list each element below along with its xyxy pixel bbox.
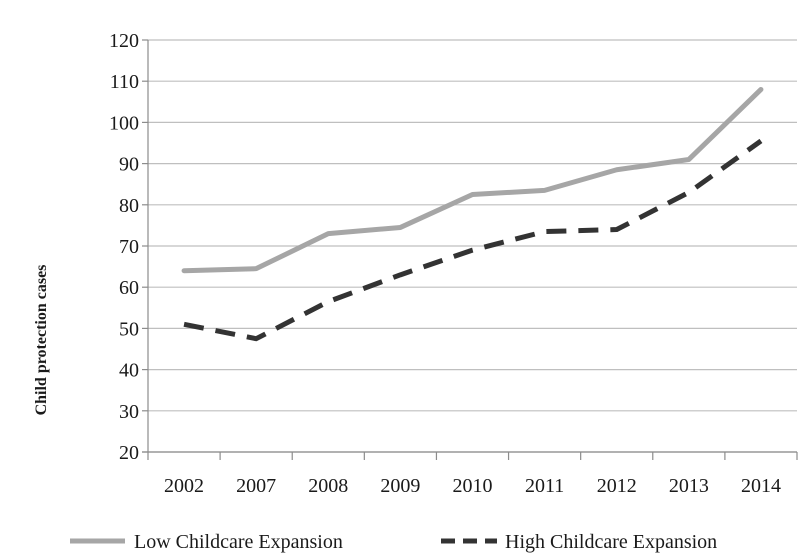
x-tick-label: 2014 bbox=[741, 475, 781, 497]
x-tick-label: 2008 bbox=[308, 475, 348, 497]
y-tick-labels: 20 30 40 50 60 70 80 90 100 110 120 bbox=[109, 30, 139, 464]
series-line-low bbox=[181, 86, 764, 274]
x-tick-labels: 2002 2007 2008 2009 2010 2011 2012 2013 2014 bbox=[164, 475, 781, 497]
y-tick-label: 90 bbox=[119, 154, 139, 176]
axes bbox=[142, 39, 798, 460]
series-line-high bbox=[183, 138, 763, 342]
y-tick-label: 60 bbox=[119, 277, 139, 299]
x-tick-label: 2007 bbox=[236, 475, 276, 497]
y-tick-label: 100 bbox=[109, 112, 139, 134]
gridlines bbox=[148, 39, 797, 453]
y-tick-label: 50 bbox=[119, 318, 139, 340]
y-tick-label: 20 bbox=[119, 442, 139, 464]
x-tick-label: 2010 bbox=[453, 475, 493, 497]
series-lines bbox=[181, 86, 764, 342]
x-tick-label: 2002 bbox=[164, 475, 204, 497]
y-tick-label: 110 bbox=[110, 71, 139, 93]
y-axis-label: Child protection cases bbox=[33, 265, 50, 416]
legend: Low Childcare Expansion High Childcare Ex… bbox=[70, 531, 717, 553]
x-tick-label: 2011 bbox=[525, 475, 564, 497]
x-tick-label: 2013 bbox=[669, 475, 709, 497]
y-tick-label: 40 bbox=[119, 360, 139, 382]
x-tick-label: 2009 bbox=[380, 475, 420, 497]
y-tick-label: 120 bbox=[109, 30, 139, 52]
y-tick-label: 30 bbox=[119, 401, 139, 423]
y-tick-label: 80 bbox=[119, 195, 139, 217]
y-tick-label: 70 bbox=[119, 236, 139, 258]
legend-label: High Childcare Expansion bbox=[505, 531, 717, 553]
legend-label: Low Childcare Expansion bbox=[134, 531, 343, 553]
x-tick-label: 2012 bbox=[597, 475, 637, 497]
